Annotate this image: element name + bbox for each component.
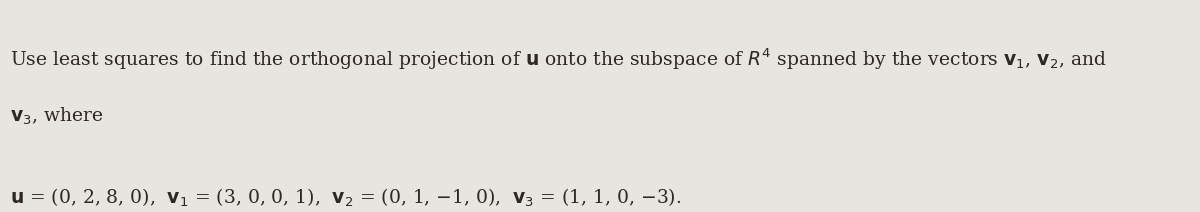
Text: $\mathbf{v}_3$, where: $\mathbf{v}_3$, where [10,106,103,127]
Text: $\mathbf{u}$ = (0, 2, 8, 0),  $\mathbf{v}_1$ = (3, 0, 0, 1),  $\mathbf{v}_2$ = (: $\mathbf{u}$ = (0, 2, 8, 0), $\mathbf{v}… [10,187,682,209]
Text: Use least squares to find the orthogonal projection of $\mathbf{u}$ onto the sub: Use least squares to find the orthogonal… [10,47,1106,72]
